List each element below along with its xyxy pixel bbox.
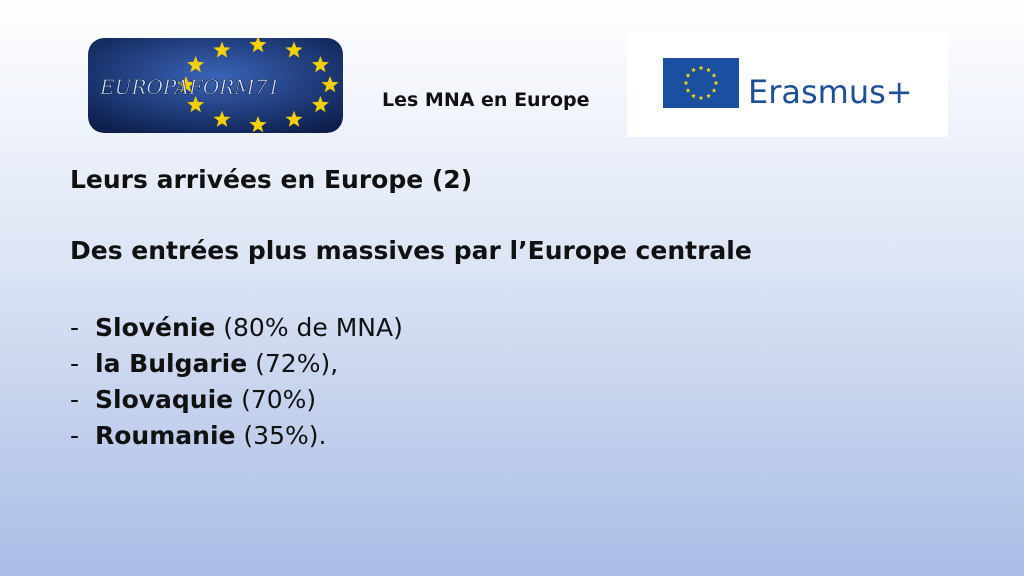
flag-star xyxy=(698,65,704,71)
list-marker: - xyxy=(70,349,80,378)
flag-star xyxy=(713,80,719,86)
flag-star xyxy=(711,72,717,78)
star xyxy=(213,41,231,58)
star xyxy=(285,41,303,58)
flag-star xyxy=(711,87,717,93)
list-marker: - xyxy=(70,313,80,342)
star xyxy=(285,110,303,127)
eu-flag xyxy=(663,58,739,108)
list-marker: - xyxy=(70,421,80,450)
detail: (70%) xyxy=(233,385,317,414)
list-item: - la Bulgarie (72%), xyxy=(70,346,403,382)
country: Slovénie xyxy=(95,313,216,342)
heading: Leurs arrivées en Europe (2) xyxy=(70,165,473,194)
flag-star xyxy=(691,67,696,73)
flag-star xyxy=(683,80,689,86)
flag-star xyxy=(706,67,711,73)
list-item: - Slovénie (80% de MNA) xyxy=(70,310,403,346)
star xyxy=(311,56,329,73)
country: Roumanie xyxy=(95,421,236,450)
logo-text: EUROPAFORM71 xyxy=(99,75,280,99)
star xyxy=(187,96,205,113)
logo: EUROPAFORM71 xyxy=(88,38,343,133)
star xyxy=(249,38,267,53)
flag-star xyxy=(698,95,704,101)
star xyxy=(249,116,267,133)
list: - Slovénie (80% de MNA) - la Bulgarie (72%)… xyxy=(70,310,403,454)
star xyxy=(311,96,329,113)
country: la Bulgarie xyxy=(95,349,248,378)
flag-star xyxy=(691,93,696,99)
country: Slovaquie xyxy=(95,385,234,414)
flag-star xyxy=(706,93,711,99)
list-item: - Slovaquie (70%) xyxy=(70,382,403,418)
detail: (80% de MNA) xyxy=(215,313,403,342)
partner-logo: Erasmus+ xyxy=(627,32,948,137)
star xyxy=(321,76,339,93)
star xyxy=(177,76,195,93)
star xyxy=(213,110,231,127)
detail: (72%), xyxy=(247,349,339,378)
title: Les MNA en Europe xyxy=(382,89,590,111)
list-marker: - xyxy=(70,385,80,414)
star xyxy=(187,56,205,73)
list-item: - Roumanie (35%). xyxy=(70,418,403,454)
partner-logo-text: Erasmus+ xyxy=(748,73,913,111)
flag-star xyxy=(685,87,691,93)
detail: (35%). xyxy=(235,421,327,450)
flag-star xyxy=(685,72,691,78)
subheading: Des entrées plus massives par l’Europe c… xyxy=(70,236,752,265)
